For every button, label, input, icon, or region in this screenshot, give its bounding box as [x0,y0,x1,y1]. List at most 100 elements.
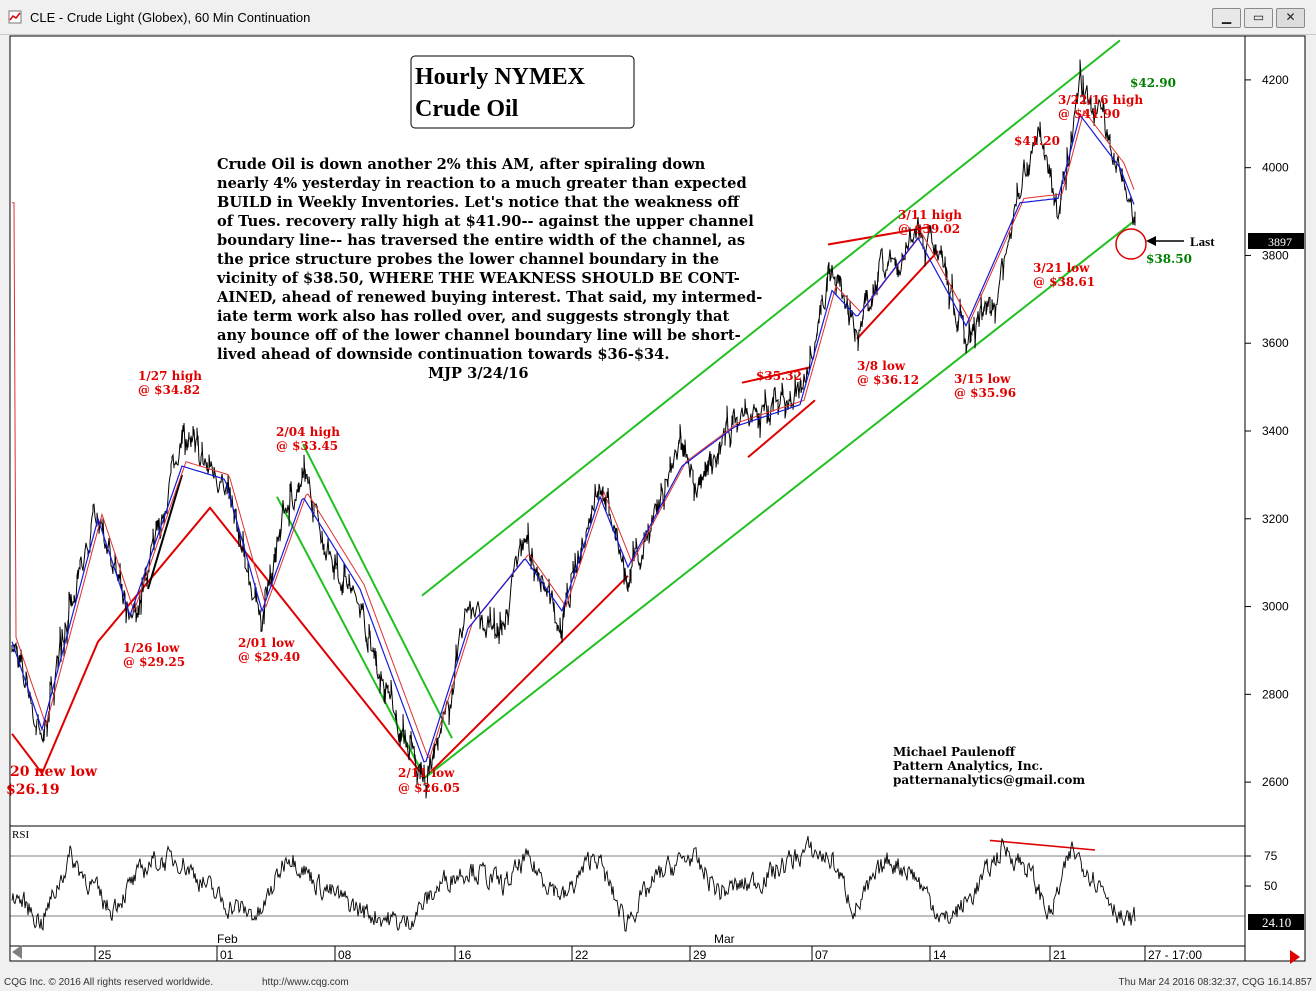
time-axis-label: 01 [220,948,234,962]
chart-title-box [410,55,635,129]
restore-icon: ▭ [1252,10,1265,24]
rsi-series-line [11,836,1136,932]
commentary-line: vicinity of $38.50, WHERE THE WEAKNESS S… [216,270,740,287]
time-axis-label: 07 [815,948,829,962]
cqg-app-icon [8,10,22,24]
cqg-url[interactable]: http://www.cqg.com [262,977,349,988]
annotation-label: 2/01 low [238,636,295,650]
trendline [827,225,931,246]
minimize-button[interactable]: ▁ [1212,8,1241,28]
rsi-axis-label: 75 [1264,849,1278,863]
annotation-label: 3/8 low [857,359,906,373]
price-axis-label: 4200 [1262,73,1289,87]
arrow-left-icon [1146,236,1184,246]
trendline [424,219,1136,779]
close-button[interactable]: ✕ [1276,8,1305,28]
annotation-label: 3/15 low [954,372,1011,386]
price-axis-label: 3400 [1262,424,1289,438]
trendline [421,39,1121,597]
timestamp-text: Thu Mar 24 2016 08:32:37, CQG 16.14.857 [1118,977,1312,988]
annotation-label: 3/11 high [898,208,962,222]
price-axis-label: 2800 [1262,687,1289,701]
trendline [741,366,811,384]
time-axis-label: 22 [575,948,589,962]
annotation-label: 2/04 high [276,425,340,439]
commentary-line: any bounce off of the lower channel boun… [217,327,741,344]
time-axis-label: 25 [98,948,112,962]
trendline [747,399,816,459]
annotation-label: @ $33.45 [276,439,338,453]
annotation-label: $26.19 [6,782,60,798]
month-label: Feb [217,932,238,946]
commentary-sign: MJP 3/24/16 [428,365,529,382]
close-icon: ✕ [1285,10,1296,24]
annotation-label: $38.50 [1146,252,1192,266]
annotation-label: @ $36.12 [857,373,919,387]
trendline [147,474,183,590]
minimize-icon: ▁ [1221,10,1232,24]
moving-average-blue [11,113,1135,763]
annotation-label: @ $39.02 [898,222,960,236]
chart-area[interactable]: 4200 4000 3800 3600 3400 3200 3000 2800 2600 75 50… [0,34,1316,975]
commentary-block: Crude Oil is down another 2% this AM, af… [216,156,762,382]
commentary-line: BUILD in Weekly Inventories. Let's notic… [217,194,740,211]
month-label: Mar [714,932,735,946]
last-price-marker [1115,228,1147,260]
annotation-label: @ $35.96 [954,386,1016,400]
annotation-label: @ $29.25 [123,655,185,669]
window-titlebar: CLE - Crude Light (Globex), 60 Min Conti… [0,0,1316,35]
signature-line: Pattern Analytics, Inc. [893,759,1043,773]
commentary-line: boundary line-- has traversed the entire… [217,232,745,249]
annotation-label: $41.20 [1014,134,1060,148]
annotation-label: 3/21 low [1033,261,1090,275]
last-label: Last [1190,234,1215,249]
commentary-line: iate term work also has rolled over, and… [217,308,730,325]
annotation-label: @ $38.61 [1033,275,1095,289]
price-axis-label: 3600 [1262,336,1289,350]
commentary-line: of Tues. recovery rally high at $41.90--… [217,213,754,230]
rsi-last-value: 24.10 [1262,915,1291,930]
annotation-label: 3/22/16 high [1058,93,1143,107]
annotation-label: $35.32 [756,369,802,383]
rsi-trendline [989,839,1096,851]
time-axis-label: 14 [933,948,947,962]
price-axis [1244,35,1306,962]
price-axis-label: 2600 [1262,775,1289,789]
annotation-label: 2/11 low [398,766,455,780]
commentary-line: Crude Oil is down another 2% this AM, af… [217,156,706,173]
commentary-line: AINED, ahead of renewed buying interest.… [216,289,762,306]
price-axis-label: 4000 [1262,161,1289,175]
signature-line: patternanalytics@gmail.com [893,773,1085,787]
trendline [302,443,453,739]
restore-button[interactable]: ▭ [1244,8,1273,28]
annotation-label: 1/27 high [138,369,202,383]
trendline [276,496,426,779]
trendline [424,575,629,779]
price-axis-label: 3800 [1262,248,1289,262]
chart-title-line-2: Crude Oil [415,96,519,122]
signature-line: Michael Paulenoff [893,745,1016,759]
copyright-text: CQG Inc. © 2016 All rights reserved worl… [4,977,214,988]
annotation-label: @ $41.90 [1058,107,1120,121]
price-series-line [11,59,1136,799]
commentary-line: lived ahead of downside continuation tow… [217,346,669,363]
scroll-right-icon[interactable] [1290,950,1300,964]
annotation-label: 20 new low [10,764,98,780]
price-last-box [1248,233,1304,249]
scroll-left-icon[interactable] [12,945,22,959]
trendline [11,506,426,779]
price-last-value: 3897 [1268,235,1292,249]
time-axis-label: 21 [1053,948,1067,962]
price-chart[interactable]: 4200 4000 3800 3600 3400 3200 3000 2800 2600 75 50… [0,34,1316,975]
rsi-label: RSI [12,829,29,841]
commentary-line: nearly 4% yesterday in reaction to a muc… [217,175,747,192]
annotation-label: @ $29.40 [238,650,300,664]
annotation-label: 1/26 low [123,641,180,655]
moving-average-red [12,109,1135,759]
annotation-label: $42.90 [1130,76,1176,90]
annotation-label: @ $34.82 [138,383,200,397]
chart-title-line-1: Hourly NYMEX [415,64,586,90]
annotation-label: @ $26.05 [398,781,460,795]
commentary-line: the price structure probes the lower cha… [217,251,719,268]
time-axis-label: 16 [458,948,472,962]
